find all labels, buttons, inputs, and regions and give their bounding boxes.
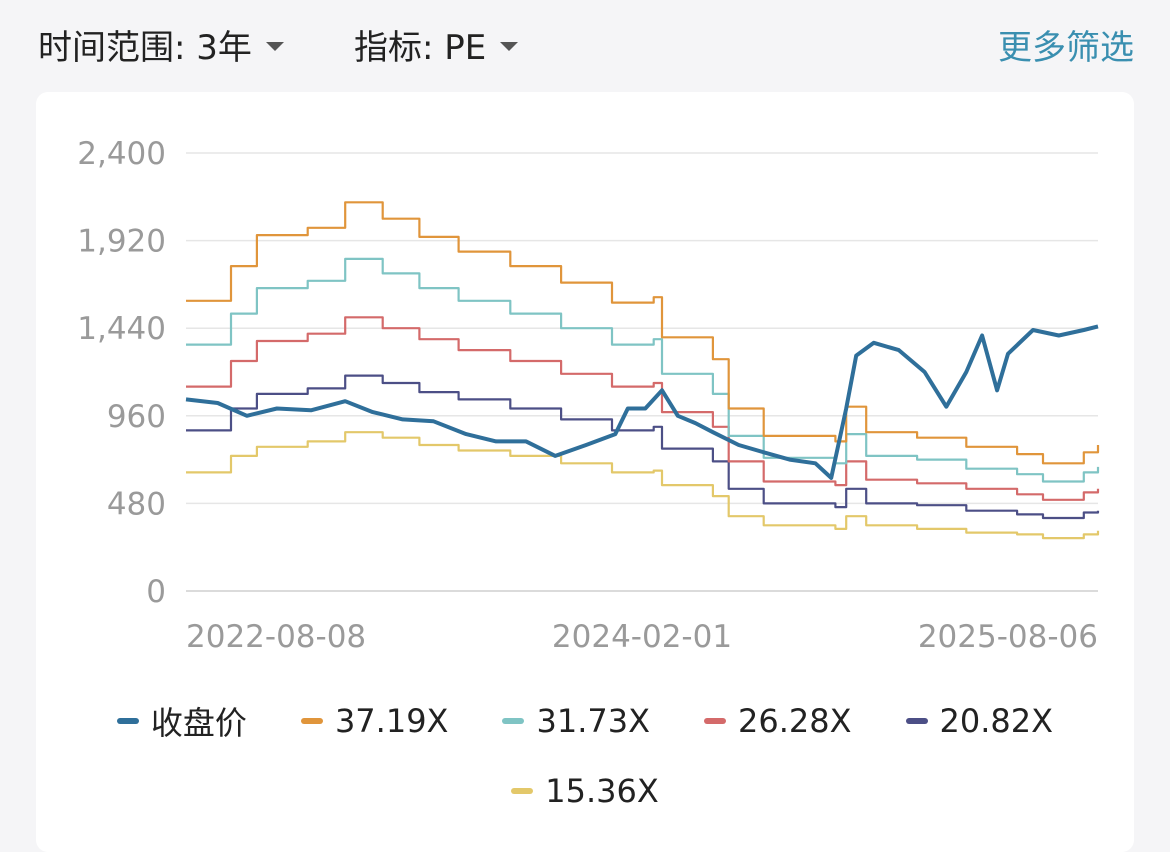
series-line-pe-band <box>186 201 1100 465</box>
time-range-dropdown[interactable]: 时间范围: 3年 <box>38 20 284 69</box>
legend-item[interactable]: 20.82X <box>905 698 1054 744</box>
legend-swatch <box>511 788 534 794</box>
legend-item[interactable]: 15.36X <box>511 772 659 810</box>
y-tick-label: 2,400 <box>77 136 166 172</box>
legend-item[interactable]: 26.28X <box>704 698 852 744</box>
series-line-pe-band <box>186 316 1100 501</box>
series-line-close-price <box>185 324 1099 480</box>
chart-card: 0 480 960 1,440 1,920 2,400 2022-08-08 2024-02-… <box>36 92 1134 852</box>
legend-item[interactable]: 37.19X <box>300 698 449 744</box>
legend-item[interactable]: 收盘价 <box>116 698 247 744</box>
x-tick-label: 2025-08-06 <box>918 619 1098 655</box>
chevron-down-icon <box>500 42 519 51</box>
y-tick-label: 0 <box>146 574 166 610</box>
x-tick-label: 2024-02-01 <box>552 619 732 655</box>
more-filters-link[interactable]: 更多筛选 <box>998 28 1134 68</box>
pe-band-chart: 0 480 960 1,440 1,920 2,400 2022-08-08 2024-02-… <box>77 136 1100 655</box>
legend-swatch <box>300 718 323 724</box>
legend-swatch <box>704 718 726 724</box>
legend-label: 15.36X <box>545 772 659 810</box>
legend-label: 37.19X <box>334 702 449 740</box>
series-line-pe-band <box>186 257 1100 483</box>
legend-label: 31.73X <box>536 702 650 740</box>
chevron-down-icon <box>265 42 284 51</box>
legend-label: 26.28X <box>738 702 852 740</box>
y-tick-label: 960 <box>107 399 166 435</box>
y-tick-label: 1,440 <box>77 311 166 347</box>
legend-label: 收盘价 <box>150 704 247 742</box>
legend-swatch <box>905 718 928 724</box>
series-line-pe-band <box>186 431 1100 540</box>
legend-swatch <box>116 718 139 724</box>
y-tick-label: 1,920 <box>77 224 166 260</box>
metric-dropdown[interactable]: 指标: PE <box>354 20 519 69</box>
legend-item[interactable]: 31.73X <box>502 698 650 744</box>
metric-label: 指标: PE <box>354 28 487 68</box>
series-line-pe-band <box>186 374 1100 520</box>
legend-label: 20.82X <box>939 702 1054 740</box>
filter-bar: 时间范围: 3年 指标: PE 更多筛选 <box>0 0 1170 90</box>
time-range-label: 时间范围: 3年 <box>38 28 252 68</box>
legend-row: 15.36X <box>36 772 1134 810</box>
y-tick-label: 480 <box>107 486 166 522</box>
legend-swatch <box>502 718 525 724</box>
legend-row: 收盘价 37.19X 31.73X 26.28X 20.82X <box>36 698 1134 744</box>
x-tick-label: 2022-08-08 <box>186 619 366 655</box>
